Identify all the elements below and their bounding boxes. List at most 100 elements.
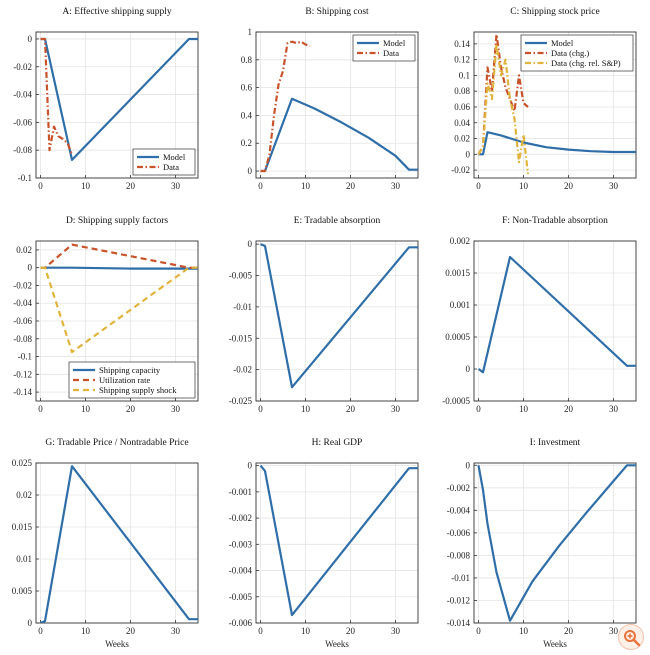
x-tick-label: 30 (609, 404, 619, 414)
y-tick-label: 0.02 (16, 490, 32, 500)
y-tick-label: -0.02 (233, 365, 252, 375)
chart-title: D: Shipping supply factors (66, 215, 168, 226)
x-tick-label: 0 (476, 404, 481, 414)
legend-box (352, 34, 416, 62)
series-line-model (40, 465, 198, 623)
y-tick-label: -0.004 (229, 566, 253, 576)
x-tick-label: 0 (38, 404, 43, 414)
series-line-shipping-capacity (40, 266, 198, 270)
x-axis-label: Weeks (105, 639, 129, 649)
chart-title: I: Investment (530, 438, 581, 448)
x-tick-label: 30 (609, 626, 619, 636)
chart-title: C: Shipping stock price (510, 7, 599, 17)
x-tick-label: 20 (346, 404, 356, 414)
y-tick-label: -0.004 (447, 505, 471, 515)
legend-label: Data (chg. rel. S&P) (551, 58, 621, 68)
y-tick-label: -0.002 (447, 483, 470, 493)
y-tick-label: -0.008 (447, 550, 471, 560)
y-tick-label: 0.025 (12, 458, 33, 468)
legend-label: Shipping supply shock (99, 385, 177, 395)
y-tick-label: 0.04 (454, 118, 470, 128)
x-tick-label: 20 (126, 404, 136, 414)
y-tick-label: 0 (248, 166, 253, 176)
y-tick-label: -0.014 (447, 618, 471, 628)
y-tick-label: 0.01 (16, 554, 32, 564)
x-tick-label: 0 (258, 404, 263, 414)
y-tick-label: 0 (466, 364, 471, 374)
chart-panel-3: 0 10 20 30 0.14 0.12 0.1 0.08 0.06 0.04 0.02 0 -0.02… (451, 7, 637, 191)
x-tick-label: 30 (171, 404, 181, 414)
axes-frame (473, 240, 637, 402)
x-tick-label: 20 (126, 626, 136, 636)
chart-panel-6: 0 10 20 30 0.002 0.0015 0.001 0.0005 0 -0.0005 F: … (442, 216, 637, 414)
y-tick-label: 0.002 (450, 236, 470, 246)
y-tick-label: 0.14 (454, 39, 470, 49)
x-tick-label: 0 (38, 181, 43, 191)
axes-frame (35, 31, 199, 179)
y-tick-label: 0.0005 (445, 332, 470, 342)
axes-frame (473, 462, 637, 624)
y-tick-label: 0.08 (454, 86, 470, 96)
series-line-model (477, 464, 636, 622)
legend-label: Utilization rate (99, 375, 150, 385)
y-tick-label: -0.02 (451, 165, 470, 175)
y-tick-label: -0.025 (229, 396, 253, 406)
y-tick-label: -0.005 (229, 271, 253, 281)
legend-label: Model (383, 38, 406, 48)
y-tick-label: -0.001 (229, 487, 252, 497)
x-tick-label: 20 (564, 626, 574, 636)
chart-panel-2: 0 10 20 30 0 0.2 0.4 0.6 0.8 1 B: Shipping cost Mod… (241, 7, 419, 191)
x-tick-label: 10 (81, 626, 91, 636)
y-tick-label: -0.08 (13, 334, 32, 344)
y-tick-label: 0.015 (12, 522, 33, 532)
chart-panel-8: 0 10 20 30 0 -0.001 -0.002 -0.003 -0.004 -0.005 -0… (229, 438, 419, 649)
axes-frame (255, 240, 419, 402)
y-tick-label: 0.8 (241, 55, 253, 65)
chart-panel-9: 0 10 20 30 0 -0.002 -0.004 -0.006 -0.008 -0.01 -0.… (447, 438, 637, 649)
y-tick-label: 0 (248, 239, 253, 249)
y-tick-label: 0.12 (454, 55, 470, 65)
x-tick-label: 0 (258, 626, 263, 636)
x-axis-label: Weeks (325, 639, 349, 649)
x-tick-label: 10 (519, 626, 529, 636)
y-tick-label: -0.02 (13, 62, 32, 72)
y-tick-label: 0.2 (241, 138, 252, 148)
y-tick-label: 0.0015 (445, 268, 470, 278)
y-tick-label: -0.006 (447, 528, 471, 538)
y-tick-label: 0.6 (241, 83, 253, 93)
y-tick-label: 0 (466, 460, 471, 470)
y-tick-label: 0 (248, 461, 253, 471)
series-line-shipping-supply-shock (40, 266, 198, 354)
x-tick-label: 30 (609, 181, 619, 191)
x-tick-label: 20 (346, 181, 356, 191)
legend-box (132, 148, 196, 176)
series-line-data-chg-rel-s-p- (477, 42, 530, 175)
chart-title: B: Shipping cost (305, 7, 369, 17)
x-tick-label: 30 (171, 626, 181, 636)
series-line-model (40, 37, 198, 161)
chart-panel-5: 0 10 20 30 0 -0.005 -0.01 -0.015 -0.02 -0.025 E: T… (229, 216, 419, 414)
y-tick-label: -0.015 (229, 333, 253, 343)
legend-box (68, 361, 196, 399)
legend-label: Model (551, 38, 574, 48)
series-line-model (478, 131, 636, 156)
x-tick-label: 10 (81, 404, 91, 414)
y-tick-label: 0.02 (16, 245, 32, 255)
chart-title: F: Non-Tradable absorption (502, 216, 608, 226)
y-tick-label: -0.012 (447, 595, 470, 605)
y-tick-label: 1 (248, 27, 253, 37)
x-tick-label: 20 (346, 626, 356, 636)
y-tick-label: -0.1 (18, 173, 32, 183)
legend-label: Shipping capacity (99, 365, 161, 375)
chart-title: H: Real GDP (312, 438, 363, 448)
y-tick-label: 0.06 (454, 102, 470, 112)
x-tick-label: 10 (301, 404, 311, 414)
y-tick-label: 0.02 (454, 134, 470, 144)
y-tick-label: 0 (28, 34, 33, 44)
legend-label: Data (383, 48, 399, 58)
zoom-button[interactable] (618, 624, 644, 650)
y-tick-label: 0.001 (450, 300, 470, 310)
x-tick-label: 20 (564, 181, 574, 191)
y-tick-label: -0.003 (229, 539, 253, 549)
